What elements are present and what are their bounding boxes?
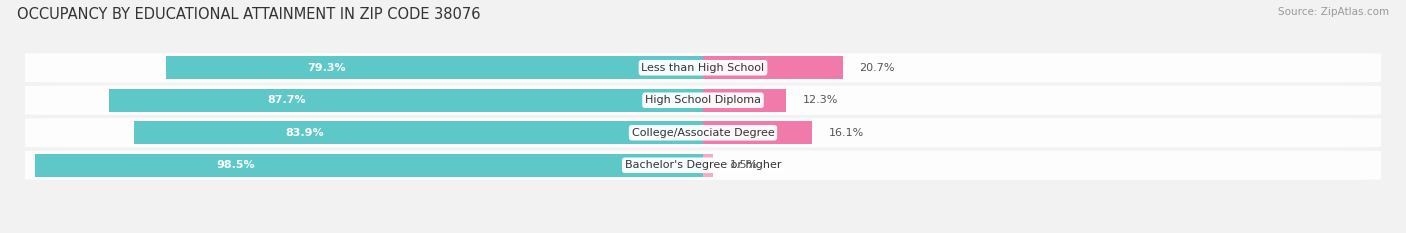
Text: Source: ZipAtlas.com: Source: ZipAtlas.com — [1278, 7, 1389, 17]
Text: 87.7%: 87.7% — [267, 95, 307, 105]
Text: 1.5%: 1.5% — [730, 160, 758, 170]
Text: OCCUPANCY BY EDUCATIONAL ATTAINMENT IN ZIP CODE 38076: OCCUPANCY BY EDUCATIONAL ATTAINMENT IN Z… — [17, 7, 481, 22]
Text: Bachelor's Degree or higher: Bachelor's Degree or higher — [624, 160, 782, 170]
Bar — [703, 56, 844, 79]
Bar — [35, 154, 703, 177]
Text: 16.1%: 16.1% — [828, 128, 863, 138]
FancyBboxPatch shape — [11, 151, 1395, 180]
Text: High School Diploma: High School Diploma — [645, 95, 761, 105]
Text: Less than High School: Less than High School — [641, 63, 765, 73]
Bar — [703, 121, 813, 144]
Bar — [703, 154, 713, 177]
Text: College/Associate Degree: College/Associate Degree — [631, 128, 775, 138]
FancyBboxPatch shape — [11, 86, 1395, 115]
FancyBboxPatch shape — [11, 53, 1395, 82]
Bar — [166, 56, 703, 79]
Text: 79.3%: 79.3% — [308, 63, 346, 73]
Bar — [703, 89, 786, 112]
Bar — [135, 121, 703, 144]
Text: 98.5%: 98.5% — [217, 160, 254, 170]
Text: 83.9%: 83.9% — [285, 128, 325, 138]
Bar — [108, 89, 703, 112]
Text: 20.7%: 20.7% — [859, 63, 896, 73]
FancyBboxPatch shape — [11, 118, 1395, 147]
Text: 12.3%: 12.3% — [803, 95, 838, 105]
